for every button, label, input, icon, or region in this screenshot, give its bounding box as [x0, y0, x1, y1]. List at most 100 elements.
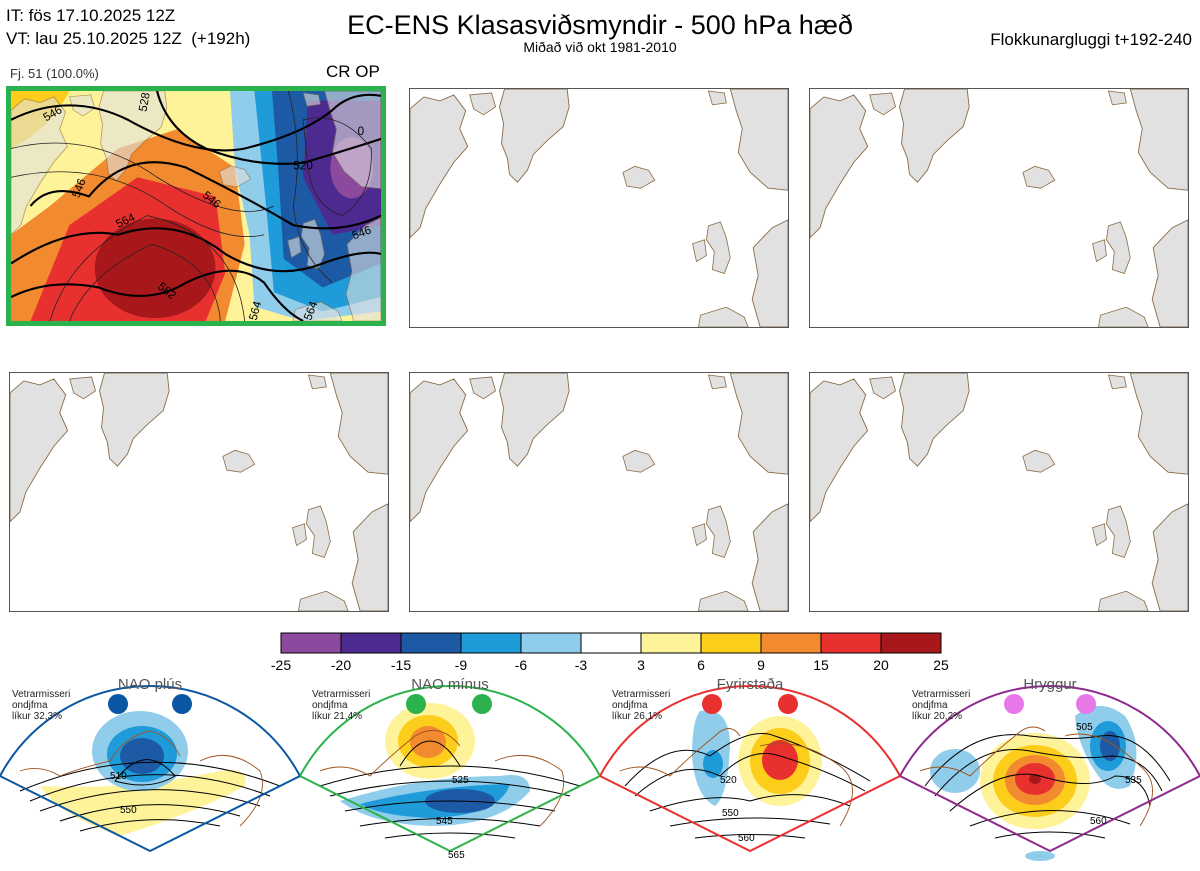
page-subtitle: Miðað við okt 1981-2010	[523, 39, 677, 55]
regime-info: Vetrarmisseri ondjfma líkur 20,2%	[912, 689, 970, 722]
colorbar	[280, 632, 942, 654]
regime-months: ondjfma	[12, 700, 48, 711]
regime-dot	[472, 694, 492, 714]
colorbar-tick-label: 15	[813, 657, 829, 673]
colorbar-swatch	[880, 632, 942, 654]
valid-time: VT: lau 25.10.2025 12Z (+192h)	[6, 29, 251, 48]
contour-label: 520	[293, 161, 312, 173]
contour-label: 0	[358, 126, 365, 138]
colorbar-swatch	[580, 632, 642, 654]
anomaly-negative-west	[930, 749, 980, 793]
regime-season: Vetrarmisseri	[912, 689, 971, 700]
regime-title: Hryggur	[1023, 676, 1077, 693]
isoline-label: 505	[1076, 722, 1093, 733]
regime-dot	[108, 694, 128, 714]
regime-coastline	[619, 728, 853, 827]
map-panel-5[interactable]	[409, 372, 789, 612]
colorbar-swatch	[700, 632, 762, 654]
regime-info: Vetrarmisseri ondjfma líkur 26,1%	[612, 689, 670, 722]
page-title: EC-ENS Klasasviðsmyndir - 500 hPa hæð	[347, 10, 853, 40]
regime-dot	[1076, 694, 1096, 714]
colorbar-tick-label: -9	[454, 657, 468, 673]
contour-label: 564	[302, 299, 320, 321]
regime-coastline	[319, 729, 565, 827]
colorbar-tick-label: -20	[330, 657, 352, 673]
map-panel-2[interactable]	[409, 88, 789, 328]
regime-nao-plus[interactable]: 510 550 NAO plús Vetrarmisseri ondjfma l…	[0, 676, 300, 871]
colorbar-tick-label: -25	[270, 657, 292, 673]
regime-dot	[172, 694, 192, 714]
colorbar-swatch	[460, 632, 522, 654]
isoline-label: 565	[448, 850, 465, 861]
regime-dot	[702, 694, 722, 714]
regime-season: Vetrarmisseri	[612, 689, 671, 700]
regime-season: Vetrarmisseri	[12, 689, 71, 700]
regime-title: Fyrirstaða	[716, 676, 784, 693]
map-panel-6-canvas	[810, 373, 1188, 611]
map-panel-1[interactable]: 528 546 546 564 582 546 520 546 564 564 …	[6, 86, 386, 326]
colorbar-swatch	[640, 632, 702, 654]
regime-info: Vetrarmisseri ondjfma líkur 21,4%	[312, 689, 370, 722]
regime-isolines	[924, 734, 1171, 839]
regime-isolines	[19, 759, 281, 832]
regime-info: Vetrarmisseri ondjfma líkur 32,3%	[12, 689, 70, 722]
colorbar-tick-label: 3	[637, 657, 645, 673]
regime-months: ondjfma	[312, 700, 348, 711]
colorbar-swatch	[280, 632, 342, 654]
anomaly-positive-core	[1029, 774, 1041, 784]
isoline-label: 560	[1090, 816, 1107, 827]
isoline-label: 550	[722, 808, 739, 819]
regime-title: NAO mínus	[411, 676, 489, 693]
cluster-info: Fj. 51 (100.0%)	[10, 66, 99, 81]
regime-probability: líkur 20,2%	[912, 711, 963, 722]
colorbar-tick-label: 6	[697, 657, 705, 673]
cluster-label: CR OP	[326, 62, 380, 81]
regime-months: ondjfma	[912, 700, 948, 711]
colorbar-tick-label: -15	[390, 657, 412, 673]
regime-months: ondjfma	[612, 700, 648, 711]
colorbar-tick-label: -6	[514, 657, 528, 673]
regime-title: NAO plús	[117, 676, 183, 693]
classification-window: Flokkunargluggi t+192-240	[990, 30, 1192, 49]
anomaly-contours	[11, 91, 372, 321]
regime-coastline	[919, 726, 1153, 827]
regime-dot	[778, 694, 798, 714]
map-panel-3-canvas	[810, 89, 1188, 327]
regime-frame	[900, 685, 1200, 853]
map-panel-4[interactable]	[9, 372, 389, 612]
regime-isolines	[624, 733, 871, 839]
anomaly-negative-south	[1025, 851, 1055, 861]
regime-nao-minus-map: 525 545 565	[300, 685, 600, 861]
map-panel-2-canvas	[410, 89, 788, 327]
regime-ridge[interactable]: 505 535 560 Hryggur Vetrarmisseri ondjfm…	[900, 676, 1200, 871]
map-panel-4-canvas	[10, 373, 388, 611]
colorbar-swatch	[520, 632, 582, 654]
regime-nao-minus[interactable]: 525 545 565 NAO mínus Vetrarmisseri ondj…	[300, 676, 600, 871]
isoline-label: 525	[452, 775, 469, 786]
colorbar-swatch	[400, 632, 462, 654]
colorbar-swatch	[760, 632, 822, 654]
regime-frame	[600, 685, 900, 853]
map-panel-1-canvas: 528 546 546 564 582 546 520 546 564 564 …	[11, 91, 381, 321]
regime-coastline	[19, 730, 263, 827]
isoline-label: 535	[1125, 775, 1142, 786]
anomaly-positive-max	[94, 218, 216, 319]
regime-blocking[interactable]: 520 550 560 Fyrirstaða Vetrarmisseri ond…	[600, 676, 900, 871]
isoline-label: 520	[720, 775, 737, 786]
map-panel-3[interactable]	[809, 88, 1189, 328]
height-contours	[11, 91, 381, 321]
header-info: IT: fös 17.10.2025 12Z VT: lau 25.10.202…	[6, 4, 250, 50]
colorbar-tick-label: 9	[757, 657, 765, 673]
contour-label: 528	[137, 92, 152, 113]
init-time: IT: fös 17.10.2025 12Z	[6, 6, 176, 25]
isoline-label: 550	[120, 805, 137, 816]
anomaly-positive-strong	[762, 740, 798, 780]
regime-probability: líkur 26,1%	[612, 711, 663, 722]
map-panel-6[interactable]	[809, 372, 1189, 612]
regime-blocking-map: 520 550 560	[600, 685, 900, 853]
anomaly-positive	[40, 770, 246, 836]
colorbar-swatch	[340, 632, 402, 654]
isoline-label: 545	[436, 816, 453, 827]
regime-frame	[300, 685, 600, 853]
isoline-label: 510	[110, 771, 127, 782]
